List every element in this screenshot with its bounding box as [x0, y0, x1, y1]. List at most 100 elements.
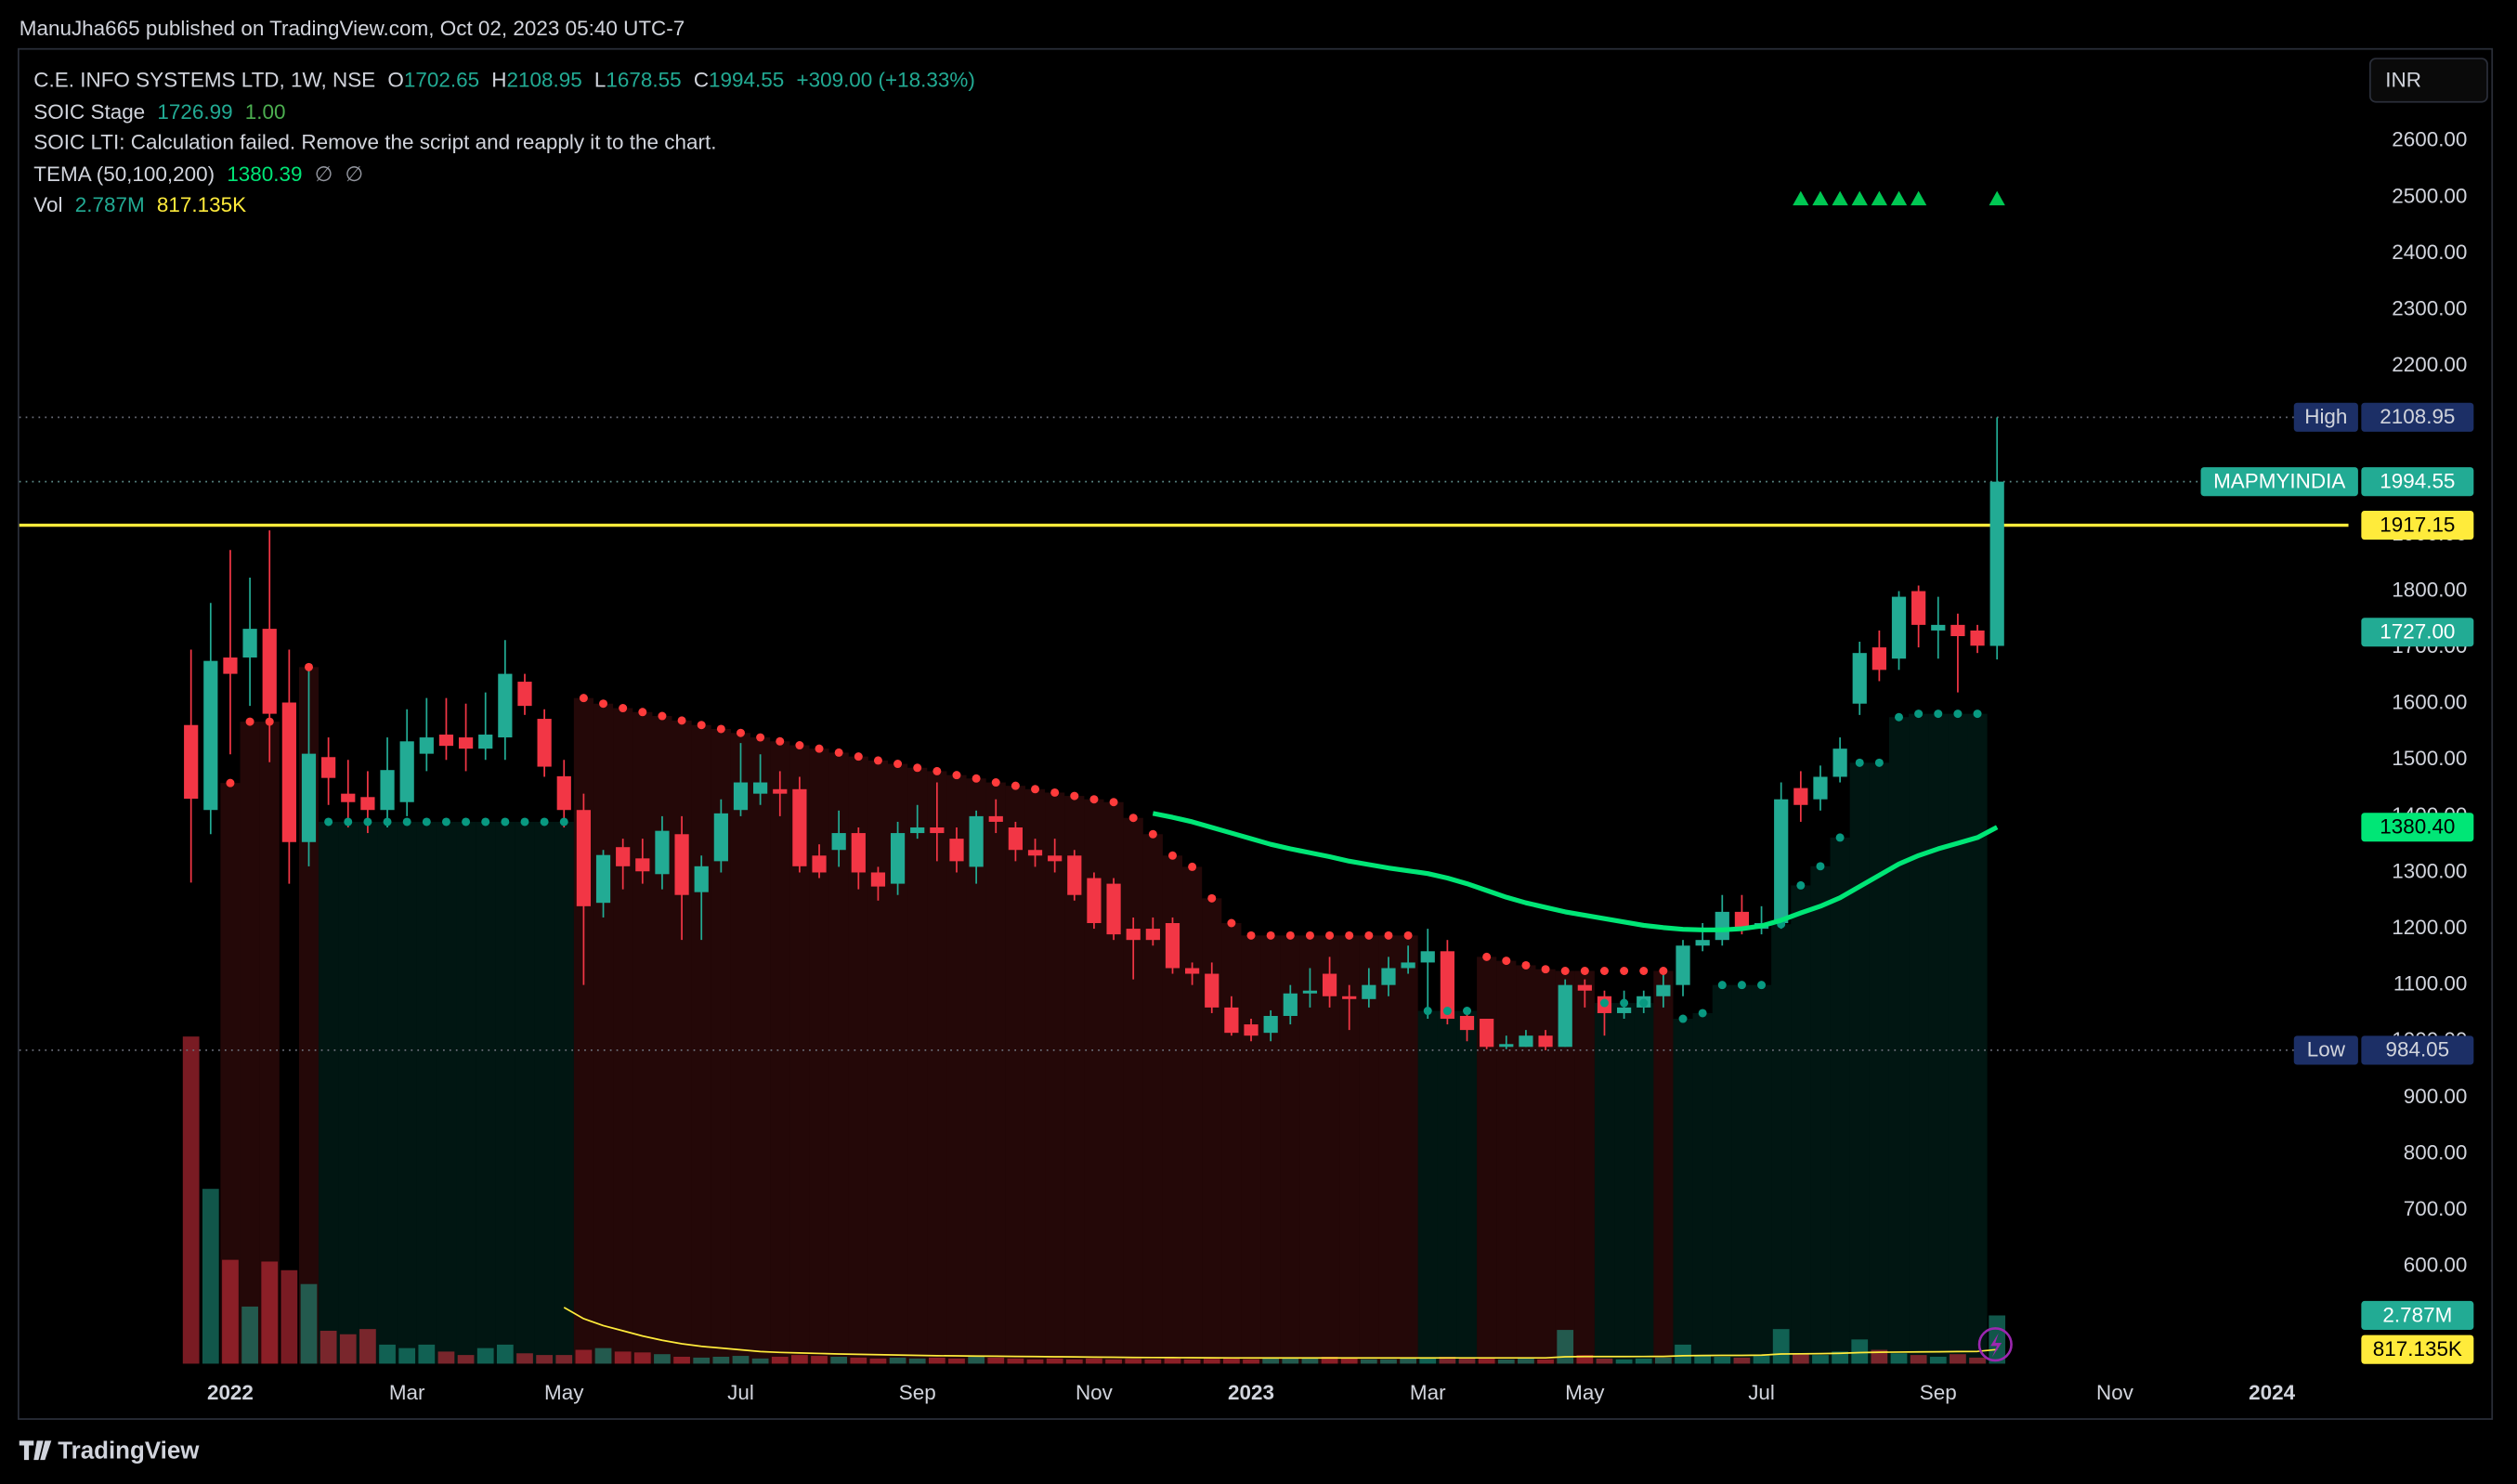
stage-dot — [1757, 981, 1767, 990]
stage-dot — [1973, 709, 1982, 719]
candle-body — [1048, 855, 1063, 862]
volume-bar — [1753, 1356, 1770, 1364]
stage-dot — [873, 756, 882, 765]
candle-body — [1970, 630, 1985, 646]
stage-dot — [1835, 833, 1845, 842]
volume-bar — [654, 1354, 671, 1364]
x-tick-label: Nov — [2096, 1381, 2134, 1404]
chart-frame — [18, 47, 2494, 1420]
stage-shade — [1574, 970, 1595, 1364]
candle-body — [694, 866, 709, 892]
currency-button[interactable]: INR — [2368, 58, 2488, 103]
volume-bar — [1360, 1359, 1377, 1364]
level-tag: 1917.15 — [2380, 513, 2455, 536]
volume-bar — [1832, 1351, 1848, 1364]
stage-tag-box — [2361, 618, 2474, 647]
volume-bar — [1812, 1355, 1829, 1364]
stage-dot — [1620, 967, 1629, 976]
stage-dot — [422, 817, 431, 827]
stage-shade — [1673, 1019, 1693, 1364]
stage-shade — [966, 778, 986, 1364]
volume-bar — [496, 1344, 514, 1364]
level-tag-box — [2361, 510, 2474, 540]
volume-tag: 2.787M — [2382, 1303, 2452, 1326]
high-value-tag-box — [2361, 402, 2474, 432]
volume-bar — [1537, 1359, 1554, 1364]
stage-dot — [226, 778, 235, 788]
candle-body — [1577, 984, 1592, 991]
stage-dot — [1639, 998, 1649, 1008]
stage-tag: 1727.00 — [2380, 620, 2455, 644]
ohlc-letter: C — [693, 67, 710, 92]
axis-tags: High 2108.95 MAPMYINDIA 1994.55 1917.15 1727.… — [2200, 402, 2474, 1364]
tema-line — [1152, 811, 1999, 932]
candle-body — [1027, 850, 1043, 856]
candle-body — [203, 660, 218, 811]
candle-body — [1420, 951, 1435, 963]
stage-dot — [1580, 967, 1589, 976]
candle-body — [262, 629, 277, 714]
stage-shade — [1909, 713, 1929, 1364]
stage-dot — [245, 717, 254, 726]
x-tick-label: Jul — [1748, 1381, 1775, 1404]
stage-dot — [913, 763, 922, 773]
candle-body — [1263, 1015, 1278, 1034]
candle-body — [1381, 968, 1396, 985]
stage-dot — [1050, 788, 1060, 797]
candle-body — [733, 782, 749, 811]
volume-bar — [261, 1261, 279, 1364]
volume-bar — [850, 1357, 867, 1364]
stage-dot — [619, 704, 628, 713]
change-value: +309.00 (+18.33%) — [796, 67, 975, 92]
candle-body — [242, 629, 257, 658]
y-tick-label: 1100.00 — [2393, 972, 2468, 996]
low-tag: Low — [2307, 1038, 2346, 1061]
y-tick-label: 700.00 — [2404, 1197, 2468, 1220]
candle-body — [1224, 1007, 1239, 1034]
stage-shade — [1948, 713, 1968, 1364]
candle-body — [1008, 827, 1024, 851]
low-value-tag: 984.05 — [2385, 1038, 2449, 1061]
stage-shade — [240, 722, 260, 1364]
x-tick-label: 2023 — [1228, 1381, 1274, 1404]
stage-shade — [828, 752, 849, 1364]
volume-bar — [1733, 1357, 1751, 1364]
volume-bar — [418, 1344, 436, 1364]
stage-shade — [1967, 713, 1988, 1364]
candle-body — [1911, 591, 1926, 625]
signal-marker — [1812, 190, 1829, 206]
stage-shade — [1456, 1010, 1478, 1364]
stage-shading — [220, 667, 1988, 1364]
stage-shade — [1810, 866, 1831, 1364]
candle-body — [930, 827, 945, 834]
stage-shade — [848, 756, 868, 1364]
volume-bar — [1046, 1358, 1063, 1364]
x-tick-label: 2022 — [207, 1381, 254, 1404]
candle-body — [1558, 984, 1572, 1048]
volume-bar — [968, 1356, 985, 1364]
stage-shade — [1888, 717, 1910, 1364]
candle-body — [1067, 855, 1082, 895]
volume-bar — [339, 1334, 357, 1364]
high-value: 2108.95 — [506, 67, 582, 92]
tema-tag-box — [2361, 813, 2474, 842]
event-icon[interactable] — [1977, 1327, 2013, 1362]
y-tick-label: 800.00 — [2404, 1140, 2468, 1164]
candle-body — [616, 847, 631, 866]
candle-body — [419, 737, 434, 754]
candle-body — [281, 702, 296, 842]
stage-dot — [1011, 781, 1020, 790]
stage-shade — [377, 821, 398, 1364]
volume-bar — [712, 1356, 730, 1364]
y-tick-label: 900.00 — [2404, 1085, 2468, 1108]
legend-volume-line: Vol 2.787M 817.135K — [33, 190, 981, 222]
x-tick-label: Sep — [899, 1381, 936, 1404]
volume-bar — [1439, 1356, 1456, 1364]
stage-dot — [795, 741, 804, 750]
volume-ma-line — [563, 1307, 1998, 1360]
volume-bar — [1890, 1353, 1908, 1364]
y-tick-label: 1300.00 — [2392, 859, 2467, 882]
stage-dot — [1089, 795, 1099, 804]
stage-dot — [344, 817, 353, 827]
